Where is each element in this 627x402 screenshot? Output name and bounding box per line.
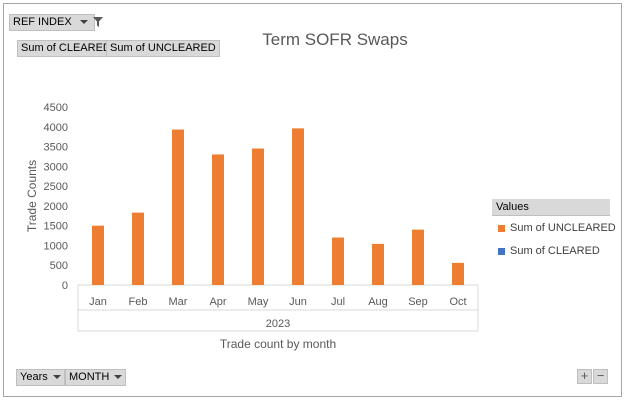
years-field-button[interactable]: Years bbox=[16, 369, 65, 386]
sum-uncleared-field-button[interactable]: Sum of UNCLEARED bbox=[106, 40, 220, 57]
legend-item-uncleared: Sum of UNCLEARED bbox=[498, 222, 616, 234]
legend-label-cleared: Sum of CLEARED bbox=[510, 245, 600, 257]
ref-index-filter-button[interactable]: REF INDEX bbox=[9, 14, 103, 31]
month-field-button[interactable]: MONTH bbox=[65, 369, 127, 386]
dropdown-arrow-icon bbox=[114, 375, 123, 380]
legend-swatch-uncleared bbox=[498, 224, 505, 232]
legend-swatch-cleared bbox=[498, 247, 505, 255]
sum-cleared-field-button[interactable]: Sum of CLEARED bbox=[17, 40, 115, 57]
sum-uncleared-field-label: Sum of UNCLEARED bbox=[110, 42, 216, 54]
years-field-label: Years bbox=[20, 371, 48, 383]
dropdown-arrow-icon bbox=[79, 20, 88, 25]
zoom-out-button[interactable]: − bbox=[593, 369, 608, 384]
legend-label-uncleared: Sum of UNCLEARED bbox=[510, 222, 616, 234]
month-field-label: MONTH bbox=[69, 371, 110, 383]
chart-title: Term SOFR Swaps bbox=[262, 30, 408, 49]
filter-icon bbox=[92, 17, 103, 28]
ref-index-label: REF INDEX bbox=[13, 16, 72, 28]
legend-header[interactable]: Values bbox=[492, 199, 610, 216]
dropdown-arrow-icon bbox=[52, 375, 61, 380]
sum-cleared-field-label: Sum of CLEARED bbox=[21, 42, 111, 54]
zoom-in-button[interactable]: + bbox=[577, 369, 592, 384]
legend-item-cleared: Sum of CLEARED bbox=[498, 245, 600, 257]
